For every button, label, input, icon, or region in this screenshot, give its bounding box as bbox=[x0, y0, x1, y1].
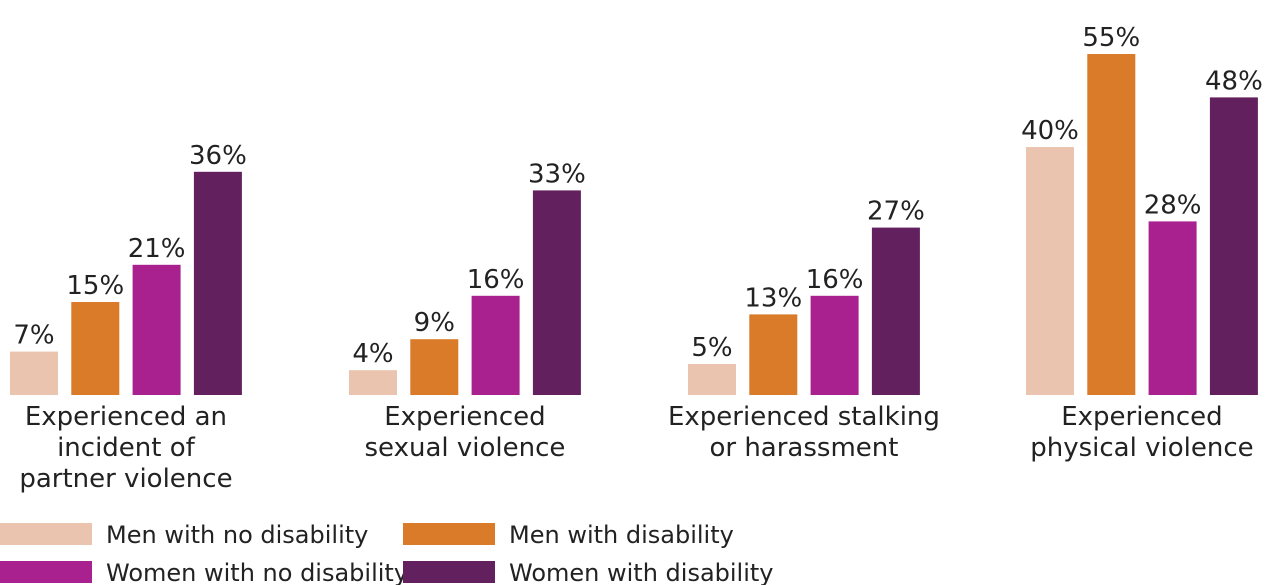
data-label-2-2: 16% bbox=[806, 265, 864, 295]
data-label-0-2: 21% bbox=[128, 234, 186, 264]
bar-3-0 bbox=[1026, 147, 1074, 395]
bar-3-2 bbox=[1148, 221, 1197, 395]
legend: Men with no disability Men with disabilit… bbox=[0, 521, 774, 585]
legend-item-1: Men with disability bbox=[403, 521, 734, 549]
bar-0-3 bbox=[193, 171, 242, 395]
data-label-1-3: 33% bbox=[528, 159, 586, 189]
bar-2-2 bbox=[810, 295, 859, 395]
bar-0-0 bbox=[10, 351, 58, 395]
data-label-3-2: 28% bbox=[1144, 190, 1202, 220]
legend-swatch-0 bbox=[0, 523, 92, 545]
legend-item-2: Women with no disability bbox=[0, 559, 408, 585]
bar-2-3 bbox=[871, 227, 920, 395]
bar-1-1 bbox=[410, 339, 459, 395]
legend-label-3: Women with disability bbox=[509, 559, 774, 585]
data-label-0-0: 7% bbox=[13, 321, 54, 351]
legend-label-0: Men with no disability bbox=[106, 521, 368, 549]
bar-1-3 bbox=[532, 190, 581, 395]
data-label-1-2: 16% bbox=[467, 265, 525, 295]
data-label-1-0: 4% bbox=[352, 339, 393, 369]
data-label-2-3: 27% bbox=[867, 197, 925, 227]
legend-label-2: Women with no disability bbox=[106, 559, 408, 585]
bar-0-1 bbox=[71, 302, 120, 395]
value-labels-layer: 7%15%21%36%4%9%16%33%5%13%16%27%40%55%28… bbox=[13, 23, 1262, 369]
bar-0-2 bbox=[132, 264, 181, 395]
data-label-0-1: 15% bbox=[66, 271, 124, 301]
bar-2-0 bbox=[688, 364, 736, 395]
legend-item-3: Women with disability bbox=[403, 559, 774, 585]
category-label-0-2: partner violence bbox=[19, 464, 232, 494]
bars-layer bbox=[10, 54, 1258, 396]
data-label-3-3: 48% bbox=[1205, 66, 1263, 96]
data-label-3-1: 55% bbox=[1082, 23, 1140, 53]
category-label-0-1: incident of bbox=[57, 433, 196, 463]
bar-2-1 bbox=[749, 314, 798, 395]
category-label-0-0: Experienced an bbox=[25, 402, 227, 432]
bar-1-0 bbox=[349, 370, 397, 395]
data-label-0-3: 36% bbox=[189, 141, 247, 171]
legend-swatch-3 bbox=[403, 561, 495, 583]
legend-label-1: Men with disability bbox=[509, 521, 734, 549]
bar-1-2 bbox=[471, 295, 520, 395]
category-label-1-0: Experienced bbox=[384, 402, 546, 432]
legend-swatch-1 bbox=[403, 523, 495, 545]
data-label-2-1: 13% bbox=[744, 283, 802, 313]
bar-3-1 bbox=[1087, 54, 1136, 395]
data-label-2-0: 5% bbox=[691, 333, 732, 363]
category-label-2-0: Experienced stalking bbox=[668, 402, 940, 432]
category-label-3-1: physical violence bbox=[1030, 433, 1253, 463]
legend-item-0: Men with no disability bbox=[0, 521, 368, 549]
data-label-3-0: 40% bbox=[1021, 116, 1079, 146]
category-label-2-1: or harassment bbox=[709, 433, 898, 463]
bar-3-3 bbox=[1209, 97, 1258, 396]
category-label-3-0: Experienced bbox=[1061, 402, 1223, 432]
category-label-1-1: sexual violence bbox=[365, 433, 566, 463]
legend-swatch-2 bbox=[0, 561, 92, 583]
data-label-1-1: 9% bbox=[414, 308, 455, 338]
